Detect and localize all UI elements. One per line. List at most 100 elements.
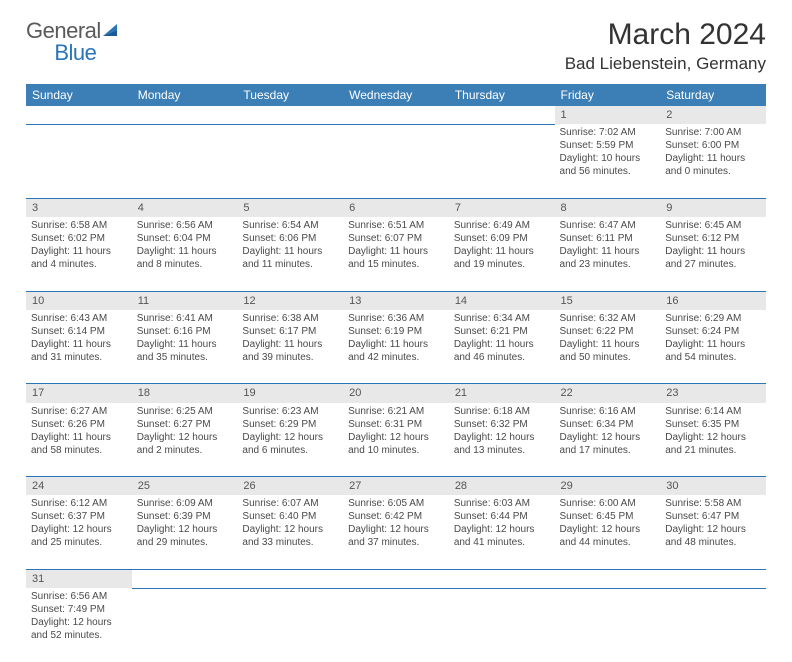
daylight: Daylight: 12 hours and 25 minutes. — [31, 523, 127, 549]
sunrise: Sunrise: 5:58 AM — [665, 497, 761, 510]
day-number-cell — [237, 106, 343, 124]
daylight: Daylight: 12 hours and 6 minutes. — [242, 431, 338, 457]
daynum-row: 12 — [26, 106, 766, 124]
sunset: Sunset: 6:42 PM — [348, 510, 444, 523]
daylight: Daylight: 12 hours and 41 minutes. — [454, 523, 550, 549]
sunrise: Sunrise: 6:32 AM — [560, 312, 656, 325]
day-cell — [660, 588, 766, 662]
location: Bad Liebenstein, Germany — [565, 54, 766, 74]
sunrise: Sunrise: 6:05 AM — [348, 497, 444, 510]
day-cell: Sunrise: 6:03 AMSunset: 6:44 PMDaylight:… — [449, 495, 555, 569]
sunrise: Sunrise: 6:58 AM — [31, 219, 127, 232]
daylight: Daylight: 12 hours and 21 minutes. — [665, 431, 761, 457]
day-number-cell — [26, 106, 132, 124]
day-number-cell: 29 — [555, 477, 661, 496]
day-cell: Sunrise: 6:56 AMSunset: 7:49 PMDaylight:… — [26, 588, 132, 662]
daylight: Daylight: 12 hours and 44 minutes. — [560, 523, 656, 549]
sunrise: Sunrise: 6:21 AM — [348, 405, 444, 418]
day-number-cell — [132, 569, 238, 588]
day-cell: Sunrise: 6:36 AMSunset: 6:19 PMDaylight:… — [343, 310, 449, 384]
daylight: Daylight: 12 hours and 10 minutes. — [348, 431, 444, 457]
day-number-cell — [343, 106, 449, 124]
daylight: Daylight: 12 hours and 37 minutes. — [348, 523, 444, 549]
day-number-cell: 31 — [26, 569, 132, 588]
day-cell: Sunrise: 6:38 AMSunset: 6:17 PMDaylight:… — [237, 310, 343, 384]
daynum-row: 10111213141516 — [26, 291, 766, 310]
day-cell — [343, 588, 449, 662]
sunrise: Sunrise: 6:03 AM — [454, 497, 550, 510]
sunset: Sunset: 6:35 PM — [665, 418, 761, 431]
daylight: Daylight: 11 hours and 4 minutes. — [31, 245, 127, 271]
day-number-cell: 26 — [237, 477, 343, 496]
logo-line2: Ge Blue — [26, 40, 96, 66]
logo-text-2: Blue — [54, 40, 96, 66]
sunset: Sunset: 6:45 PM — [560, 510, 656, 523]
daylight: Daylight: 12 hours and 52 minutes. — [31, 616, 127, 642]
day-number-cell: 3 — [26, 198, 132, 217]
sunrise: Sunrise: 6:41 AM — [137, 312, 233, 325]
day-number-cell: 6 — [343, 198, 449, 217]
day-number-cell: 5 — [237, 198, 343, 217]
day-number-cell — [660, 569, 766, 588]
sunrise: Sunrise: 7:00 AM — [665, 126, 761, 139]
sunset: Sunset: 6:12 PM — [665, 232, 761, 245]
day-header: Thursday — [449, 84, 555, 106]
day-header: Friday — [555, 84, 661, 106]
header: General March 2024 Bad Liebenstein, Germ… — [26, 18, 766, 74]
day-cell: Sunrise: 6:07 AMSunset: 6:40 PMDaylight:… — [237, 495, 343, 569]
daylight: Daylight: 11 hours and 54 minutes. — [665, 338, 761, 364]
day-number-cell — [132, 106, 238, 124]
sunrise: Sunrise: 6:56 AM — [137, 219, 233, 232]
day-number-cell: 20 — [343, 384, 449, 403]
sunrise: Sunrise: 6:47 AM — [560, 219, 656, 232]
sunset: Sunset: 6:34 PM — [560, 418, 656, 431]
day-cell — [555, 588, 661, 662]
sunset: Sunset: 6:14 PM — [31, 325, 127, 338]
sunset: Sunset: 6:04 PM — [137, 232, 233, 245]
day-number-cell — [343, 569, 449, 588]
day-number-cell: 14 — [449, 291, 555, 310]
sunset: Sunset: 6:26 PM — [31, 418, 127, 431]
day-cell — [449, 124, 555, 198]
day-cell — [449, 588, 555, 662]
day-cell: Sunrise: 7:00 AMSunset: 6:00 PMDaylight:… — [660, 124, 766, 198]
sunrise: Sunrise: 6:38 AM — [242, 312, 338, 325]
day-cell: Sunrise: 6:21 AMSunset: 6:31 PMDaylight:… — [343, 403, 449, 477]
day-number-cell: 10 — [26, 291, 132, 310]
daylight: Daylight: 11 hours and 19 minutes. — [454, 245, 550, 271]
day-cell: Sunrise: 6:49 AMSunset: 6:09 PMDaylight:… — [449, 217, 555, 291]
sunset: Sunset: 5:59 PM — [560, 139, 656, 152]
day-number-cell: 30 — [660, 477, 766, 496]
day-cell: Sunrise: 6:47 AMSunset: 6:11 PMDaylight:… — [555, 217, 661, 291]
day-number-cell: 19 — [237, 384, 343, 403]
day-cell: Sunrise: 6:12 AMSunset: 6:37 PMDaylight:… — [26, 495, 132, 569]
sunrise: Sunrise: 6:45 AM — [665, 219, 761, 232]
sunset: Sunset: 6:02 PM — [31, 232, 127, 245]
sunset: Sunset: 6:09 PM — [454, 232, 550, 245]
day-cell: Sunrise: 6:58 AMSunset: 6:02 PMDaylight:… — [26, 217, 132, 291]
day-cell: Sunrise: 6:25 AMSunset: 6:27 PMDaylight:… — [132, 403, 238, 477]
week-row: Sunrise: 6:12 AMSunset: 6:37 PMDaylight:… — [26, 495, 766, 569]
day-cell: Sunrise: 6:14 AMSunset: 6:35 PMDaylight:… — [660, 403, 766, 477]
daylight: Daylight: 11 hours and 15 minutes. — [348, 245, 444, 271]
month-title: March 2024 — [565, 18, 766, 52]
day-number-cell: 7 — [449, 198, 555, 217]
day-cell: Sunrise: 6:41 AMSunset: 6:16 PMDaylight:… — [132, 310, 238, 384]
sunset: Sunset: 6:39 PM — [137, 510, 233, 523]
day-cell — [132, 124, 238, 198]
day-number-cell: 11 — [132, 291, 238, 310]
day-cell: Sunrise: 6:45 AMSunset: 6:12 PMDaylight:… — [660, 217, 766, 291]
sunrise: Sunrise: 6:25 AM — [137, 405, 233, 418]
day-number-cell: 1 — [555, 106, 661, 124]
daylight: Daylight: 12 hours and 48 minutes. — [665, 523, 761, 549]
daylight: Daylight: 10 hours and 56 minutes. — [560, 152, 656, 178]
day-header: Saturday — [660, 84, 766, 106]
day-number-cell: 22 — [555, 384, 661, 403]
day-cell: Sunrise: 6:00 AMSunset: 6:45 PMDaylight:… — [555, 495, 661, 569]
sunrise: Sunrise: 6:14 AM — [665, 405, 761, 418]
daylight: Daylight: 11 hours and 42 minutes. — [348, 338, 444, 364]
daylight: Daylight: 11 hours and 39 minutes. — [242, 338, 338, 364]
daylight: Daylight: 12 hours and 33 minutes. — [242, 523, 338, 549]
sunrise: Sunrise: 6:43 AM — [31, 312, 127, 325]
sunrise: Sunrise: 6:07 AM — [242, 497, 338, 510]
